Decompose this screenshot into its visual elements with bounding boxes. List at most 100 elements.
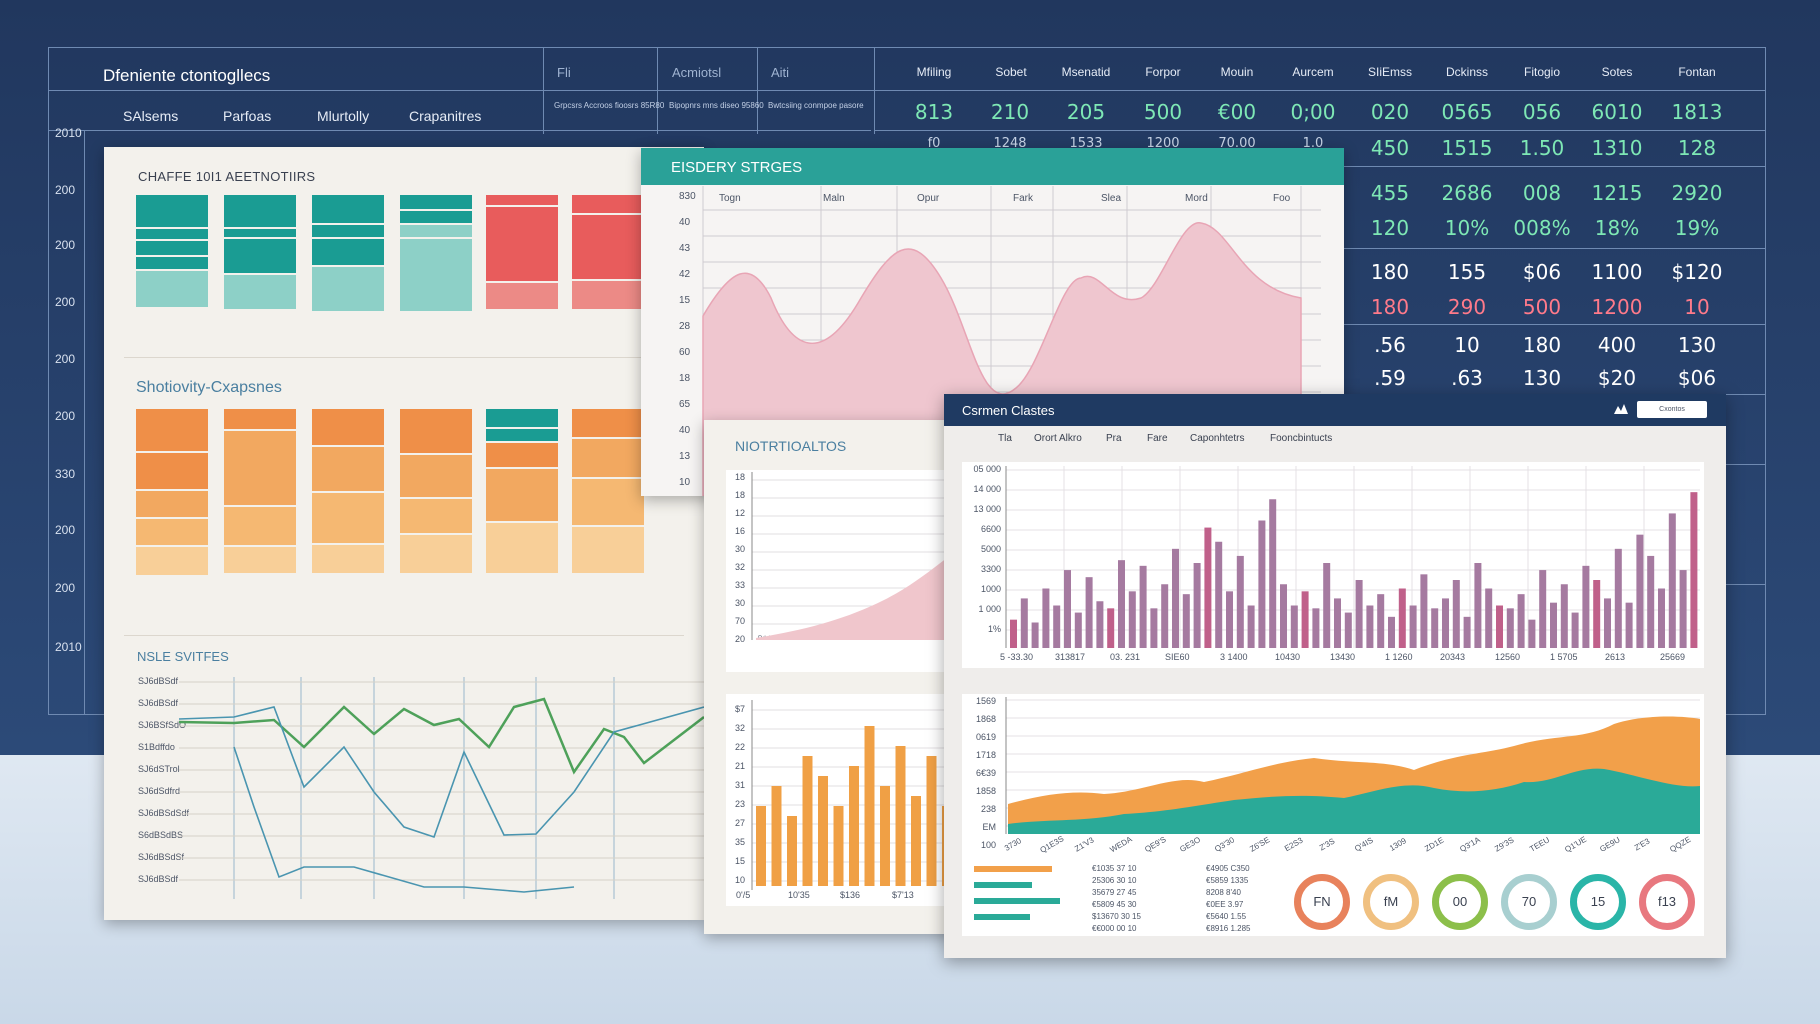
bar <box>1053 605 1061 648</box>
bar <box>1593 580 1601 648</box>
bar <box>911 796 921 886</box>
table-cell: 2686 <box>1441 181 1493 205</box>
axis-tick-label: 2613 <box>1605 652 1626 662</box>
divider <box>1195 248 1765 249</box>
column-header[interactable]: Aurcem <box>1292 65 1334 79</box>
axis-tick-label: 1% <box>987 624 1001 634</box>
panel-button[interactable]: Cxontos <box>1637 401 1707 418</box>
table-cell: 056 <box>1522 100 1562 124</box>
column-header[interactable]: Mfiling <box>916 65 952 79</box>
axis-tick-label: 13 000 <box>973 504 1001 514</box>
axis-tick-label: 05 000 <box>973 464 1001 474</box>
column-header[interactable]: Fark <box>1013 193 1033 204</box>
stacked-bar-segment <box>136 195 208 227</box>
axis-tick-label: 42 <box>679 269 691 280</box>
bar <box>1409 605 1417 648</box>
row-label: 200 <box>55 581 76 595</box>
kpi-ring[interactable]: 00 <box>1432 874 1488 930</box>
column-header[interactable]: Togn <box>719 193 741 204</box>
kpi-ring[interactable]: 70 <box>1501 874 1557 930</box>
table-cell: 020 <box>1370 100 1410 124</box>
bar <box>1388 616 1395 648</box>
bar <box>1582 565 1590 648</box>
column-header[interactable]: Msenatid <box>1061 65 1111 79</box>
stacked-bar-segment <box>486 523 558 573</box>
bar <box>1474 563 1482 648</box>
axis-tick-label: 238 <box>980 804 996 814</box>
tab[interactable]: Tla <box>998 433 1012 444</box>
stacked-bar-segment <box>400 211 472 223</box>
bar <box>1334 598 1341 648</box>
column-header[interactable]: SIiEmss <box>1367 65 1412 79</box>
tab[interactable]: Orort Alkro <box>1034 433 1082 444</box>
column-header[interactable]: Slea <box>1101 193 1122 204</box>
tab[interactable]: Caponhtetrs <box>1190 433 1245 444</box>
bar <box>1571 612 1579 648</box>
axis-tick-label: SIE60 <box>1165 652 1190 662</box>
column-header[interactable]: Mouin <box>1220 65 1254 79</box>
column-header[interactable]: Fontan <box>1678 65 1716 79</box>
table-cell: 813 <box>914 100 954 124</box>
tab-crapanitres[interactable]: Crapanitres <box>409 108 482 124</box>
table-cell: 10 <box>1454 333 1480 357</box>
tab-mlurtolly[interactable]: Mlurtolly <box>317 108 370 124</box>
axis-tick-label: SJ6dBSdf <box>138 676 179 686</box>
stacked-bar-segment <box>486 409 558 427</box>
axis-tick-label: 1000 <box>980 584 1001 594</box>
bar <box>1139 565 1147 648</box>
axis-tick-label: 1 000 <box>978 604 1001 614</box>
column-header[interactable]: Sobet <box>995 65 1027 79</box>
axis-tick-label: 30 <box>735 544 746 554</box>
axis-tick-label: 65 <box>679 399 691 410</box>
bar <box>1431 608 1439 648</box>
column-header[interactable]: Opur <box>917 193 940 204</box>
table-cell: 130 <box>1677 333 1717 357</box>
tab[interactable]: Pra <box>1106 433 1122 444</box>
column-header[interactable]: Sotes <box>1601 65 1633 79</box>
stacked-bar-segment <box>312 493 384 543</box>
legend-value: €0EE 3.97 <box>1206 900 1244 909</box>
table-cell: 008 <box>1522 181 1562 205</box>
bar <box>880 786 890 886</box>
cell-note: Bwtcsiing conmpoe pasore <box>768 101 864 110</box>
stacked-bar-segment <box>224 195 296 227</box>
table-cell: 10% <box>1444 216 1490 240</box>
bar <box>1107 608 1115 648</box>
divider <box>875 130 1765 131</box>
bar <box>1463 616 1471 648</box>
table-cell: €00 <box>1217 100 1257 124</box>
divider <box>1195 166 1765 167</box>
axis-tick-label: 16 <box>735 526 746 536</box>
tab[interactable]: Fooncbintucts <box>1270 433 1333 444</box>
table-cell: 128 <box>1677 136 1717 160</box>
axis-tick-label: 1868 <box>975 714 996 724</box>
column-header[interactable]: Fitogio <box>1523 65 1561 79</box>
axis-tick-label: SJ6dBSdSf <box>138 852 185 862</box>
column-header[interactable]: Forpor <box>1145 65 1181 79</box>
legend-value: €1035 37 10 <box>1092 864 1137 873</box>
table-cell: 2920 <box>1671 181 1723 205</box>
stacked-bar-segment <box>224 547 296 573</box>
column-header[interactable]: Maln <box>823 193 845 204</box>
kpi-ring[interactable]: FN <box>1294 874 1350 930</box>
bar <box>1452 580 1460 648</box>
axis-tick-label: 10'35 <box>788 890 810 900</box>
table-cell: .56 <box>1374 333 1406 357</box>
column-header[interactable]: Foo <box>1273 193 1291 204</box>
tab[interactable]: Fare <box>1147 433 1168 444</box>
kpi-ring[interactable]: f13 <box>1639 874 1695 930</box>
divider <box>543 48 544 134</box>
tab-salses[interactable]: SAlsems <box>123 108 179 124</box>
settings-icon[interactable] <box>1612 402 1630 418</box>
kpi-ring[interactable]: fM <box>1363 874 1419 930</box>
bar <box>802 756 813 886</box>
bar <box>1074 612 1082 648</box>
table-cell: 180 <box>1370 260 1410 284</box>
tab-parfoas[interactable]: Parfoas <box>223 108 272 124</box>
axis-tick-label: 10430 <box>1275 652 1301 662</box>
stacked-bar-segment <box>400 225 472 237</box>
column-header[interactable]: Dckinss <box>1445 65 1488 79</box>
bar <box>1182 594 1190 648</box>
kpi-ring[interactable]: 15 <box>1570 874 1626 930</box>
column-header[interactable]: Mord <box>1185 193 1208 204</box>
